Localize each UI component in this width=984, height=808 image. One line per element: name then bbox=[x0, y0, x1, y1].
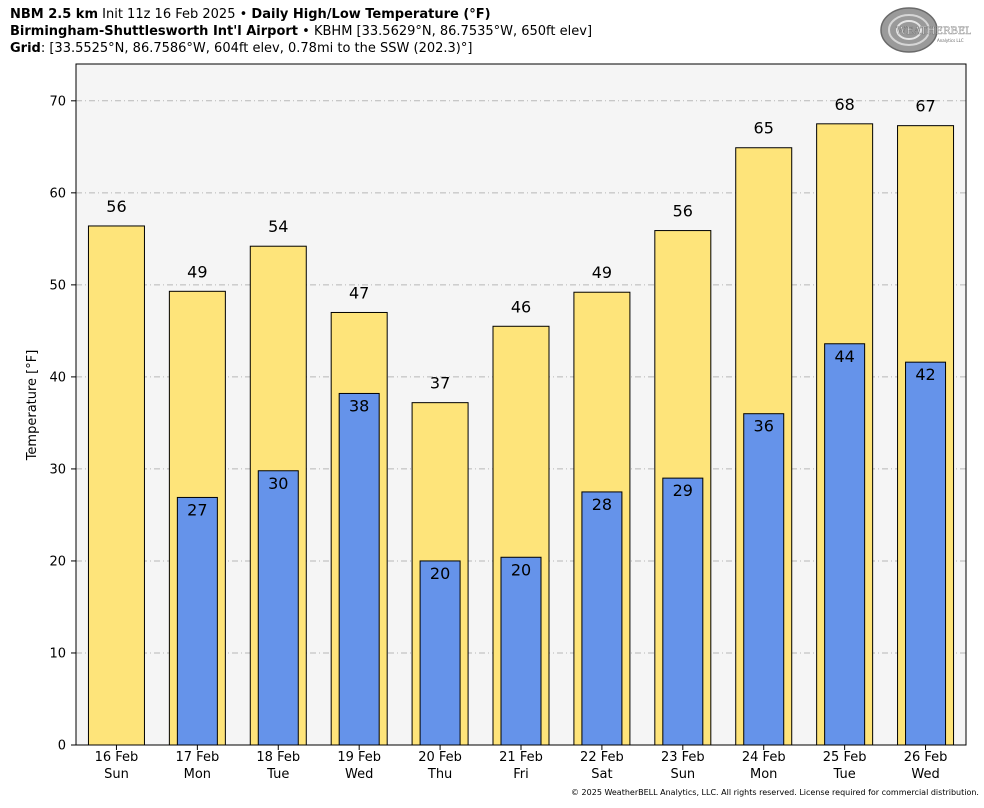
x-tick-date: 25 Feb bbox=[823, 750, 867, 765]
low-temp-label: 28 bbox=[592, 495, 612, 514]
low-temp-label: 27 bbox=[187, 500, 207, 519]
high-temp-label: 49 bbox=[592, 263, 612, 282]
bars bbox=[87, 123, 955, 746]
x-tick-day: Tue bbox=[833, 767, 856, 782]
x-tick-date: 20 Feb bbox=[418, 750, 462, 765]
y-tick-label: 40 bbox=[49, 370, 66, 385]
y-tick-label: 70 bbox=[49, 94, 66, 109]
low-temp-bar bbox=[743, 413, 785, 746]
high-temp-label: 67 bbox=[915, 97, 935, 116]
header-line-3: Grid: [33.5525°N, 86.7586°W, 604ft elev,… bbox=[10, 40, 472, 57]
low-temp-bar bbox=[176, 496, 218, 746]
x-tick-day: Sun bbox=[104, 767, 129, 782]
low-temp-label: 20 bbox=[430, 564, 450, 583]
x-tick-date: 18 Feb bbox=[256, 750, 300, 765]
low-temp-bar bbox=[257, 470, 299, 746]
high-temp-bar bbox=[87, 225, 145, 746]
y-tick-label: 50 bbox=[49, 278, 66, 293]
y-tick-label: 20 bbox=[49, 554, 66, 569]
header-line-1: NBM 2.5 km Init 11z 16 Feb 2025 • Daily … bbox=[10, 6, 491, 23]
grid-info: : [33.5525°N, 86.7586°W, 604ft elev, 0.7… bbox=[40, 41, 473, 56]
low-temp-bar bbox=[824, 343, 866, 746]
x-tick-date: 16 Feb bbox=[95, 750, 139, 765]
x-tick-date: 22 Feb bbox=[580, 750, 624, 765]
x-tick-date: 23 Feb bbox=[661, 750, 705, 765]
station-info: KBHM [33.5629°N, 86.7535°W, 650ft elev] bbox=[313, 24, 593, 39]
x-tick-day: Wed bbox=[911, 767, 939, 782]
low-temp-label: 30 bbox=[268, 474, 288, 493]
low-temp-bar bbox=[338, 392, 380, 746]
x-tick-day: Thu bbox=[427, 767, 452, 782]
model-name: NBM 2.5 km bbox=[10, 7, 98, 22]
copyright-notice: © 2025 WeatherBELL Analytics, LLC. All r… bbox=[571, 788, 979, 797]
product-title: Daily High/Low Temperature (°F) bbox=[251, 7, 491, 22]
low-temp-bar bbox=[500, 556, 542, 746]
low-temp-label: 44 bbox=[834, 347, 854, 366]
x-tick-day: Mon bbox=[750, 767, 777, 782]
low-temp-label: 20 bbox=[511, 560, 531, 579]
high-temp-label: 68 bbox=[834, 95, 854, 114]
high-temp-label: 47 bbox=[349, 283, 369, 302]
x-tick-day: Mon bbox=[184, 767, 211, 782]
grid-label: Grid bbox=[10, 41, 41, 56]
y-tick-label: 10 bbox=[49, 646, 66, 661]
low-temp-bar bbox=[581, 491, 623, 746]
separator: • bbox=[302, 24, 310, 39]
init-time: Init 11z 16 Feb 2025 bbox=[102, 7, 236, 22]
x-tick-day: Wed bbox=[345, 767, 373, 782]
high-temp-label: 37 bbox=[430, 374, 450, 393]
high-temp-label: 49 bbox=[187, 262, 207, 281]
axes: 0 10 20 30 40 50 60 70 16 Feb Sun 17 Feb Mon 18 Feb T… bbox=[49, 94, 947, 782]
low-temp-bar bbox=[419, 560, 461, 746]
high-temp-label: 65 bbox=[754, 119, 774, 138]
high-temp-label: 56 bbox=[673, 202, 693, 221]
low-temp-label: 42 bbox=[915, 365, 935, 384]
high-temp-label: 54 bbox=[268, 217, 288, 236]
weatherbell-logo: WEATHERBELL Analytics LLC bbox=[880, 7, 971, 53]
logo-text: WEATHERBELL bbox=[896, 26, 971, 37]
x-tick-date: 21 Feb bbox=[499, 750, 543, 765]
station-name: Birmingham-Shuttlesworth Int'l Airport bbox=[10, 24, 299, 39]
high-temp-label: 56 bbox=[106, 197, 126, 216]
x-tick-date: 19 Feb bbox=[337, 750, 381, 765]
high-temp-label: 46 bbox=[511, 297, 531, 316]
header-line-2: Birmingham-Shuttlesworth Int'l Airport •… bbox=[10, 23, 592, 40]
low-temp-bar bbox=[662, 477, 704, 746]
data-labels: 56 49 27 54 30 47 38 37 20 46 20 49 28 56 29 65 36 68 44 67… bbox=[106, 95, 935, 583]
x-tick-day: Tue bbox=[266, 767, 289, 782]
y-tick-label: 0 bbox=[58, 739, 66, 754]
x-tick-date: 24 Feb bbox=[742, 750, 786, 765]
separator: • bbox=[239, 7, 248, 22]
low-temp-label: 29 bbox=[673, 481, 693, 500]
x-tick-date: 26 Feb bbox=[904, 750, 948, 765]
x-tick-day: Sun bbox=[670, 767, 695, 782]
logo-subtext: Analytics LLC bbox=[937, 38, 964, 43]
low-temp-label: 38 bbox=[349, 396, 369, 415]
low-temp-label: 36 bbox=[754, 417, 774, 436]
x-tick-date: 17 Feb bbox=[176, 750, 220, 765]
low-temp-bar bbox=[905, 361, 947, 746]
x-tick-day: Sat bbox=[591, 767, 612, 782]
y-axis-label: Temperature [°F] bbox=[25, 350, 40, 462]
y-tick-label: 60 bbox=[49, 186, 66, 201]
y-tick-label: 30 bbox=[49, 462, 66, 477]
x-tick-day: Fri bbox=[513, 767, 529, 782]
